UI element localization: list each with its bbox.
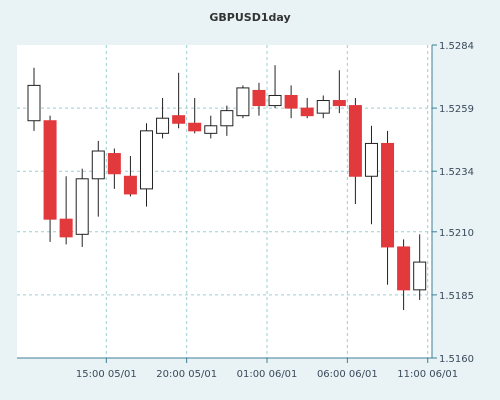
candle-body-up xyxy=(156,117,170,134)
candle-body-down xyxy=(59,218,73,238)
candle-body-up xyxy=(204,125,218,134)
candle-body-down xyxy=(397,246,411,291)
candle xyxy=(204,115,218,139)
candle xyxy=(397,239,411,311)
candle-body-up xyxy=(91,150,105,180)
candle xyxy=(172,72,186,129)
candle xyxy=(123,156,137,197)
candle xyxy=(252,82,266,116)
candle-body-up xyxy=(316,100,330,114)
candle-body-down xyxy=(284,94,298,109)
candle xyxy=(348,98,362,205)
x-tick-label: 01:00 06/01 xyxy=(237,369,298,380)
x-tick-label: 15:00 05/01 xyxy=(76,369,137,380)
candle-body-up xyxy=(236,87,250,117)
grid-lines xyxy=(17,45,432,358)
candle-body-up xyxy=(364,142,378,177)
candle xyxy=(381,130,395,285)
candle xyxy=(107,148,121,189)
candle xyxy=(156,98,170,139)
candle-body-down xyxy=(381,142,395,248)
axes: 1.5284 1.5259 1.5234 1.5210 1.5185 1.5160 15:0… xyxy=(17,41,474,380)
x-tick-label: 11:00 06/01 xyxy=(397,369,458,380)
candle xyxy=(268,65,282,109)
candle xyxy=(220,105,234,136)
candle xyxy=(139,123,153,207)
candle xyxy=(364,125,378,225)
candle xyxy=(236,85,250,119)
candle xyxy=(91,140,105,217)
x-tick-label: 06:00 06/01 xyxy=(317,369,378,380)
candle-body-down xyxy=(123,175,137,195)
candle-body-down xyxy=(107,153,121,175)
y-tick-label: 1.5284 xyxy=(439,41,474,52)
candle xyxy=(27,67,41,131)
y-tick-label: 1.5160 xyxy=(439,354,474,365)
y-tick-label: 1.5234 xyxy=(439,167,474,178)
candle-body-up xyxy=(139,130,153,190)
candle xyxy=(316,95,330,119)
candle xyxy=(59,176,73,245)
candle xyxy=(75,168,89,247)
x-tick-label: 20:00 05/01 xyxy=(156,369,217,380)
y-tick-label: 1.5185 xyxy=(439,291,474,302)
candle xyxy=(413,234,427,300)
chart-title: GBPUSD1day xyxy=(209,11,290,24)
candle-body-down xyxy=(43,120,57,220)
candle-body-down xyxy=(332,100,346,107)
candle-body-down xyxy=(348,105,362,177)
candles xyxy=(27,65,427,311)
candle-body-down xyxy=(188,122,202,132)
candle xyxy=(300,98,314,119)
candle xyxy=(188,98,202,134)
candle-body-up xyxy=(220,110,234,127)
candle-body-down xyxy=(300,107,314,117)
candle xyxy=(284,85,298,119)
y-tick-label: 1.5259 xyxy=(439,104,474,115)
y-tick-label: 1.5210 xyxy=(439,228,474,239)
candle-body-down xyxy=(172,115,186,124)
candle-body-up xyxy=(413,261,427,291)
candle-body-up xyxy=(27,84,41,122)
candle xyxy=(332,70,346,114)
candle-body-up xyxy=(75,178,89,235)
candle-body-up xyxy=(268,94,282,107)
candle xyxy=(43,115,57,242)
candle-body-down xyxy=(252,89,266,107)
